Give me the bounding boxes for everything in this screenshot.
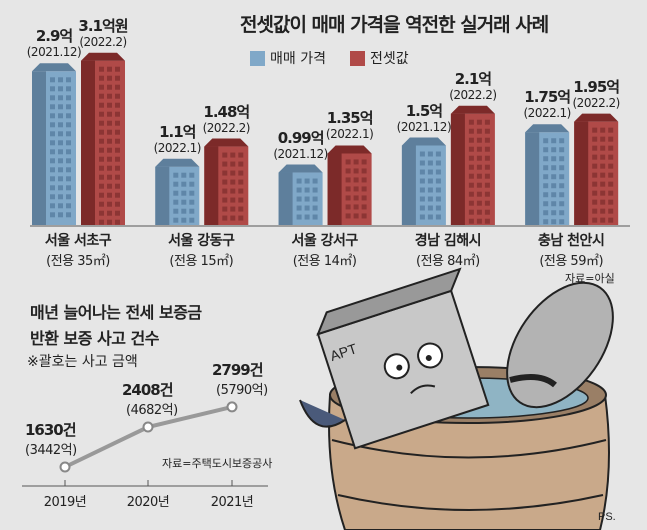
category-label: 서울 강동구	[168, 233, 235, 249]
bar-date-label: (2021.12)	[26, 45, 82, 60]
bar-building-jeonse	[204, 138, 249, 225]
x-tick-label: 2019년	[43, 495, 87, 510]
bar-date-label: (2022.2)	[202, 120, 251, 135]
bar-building-sale	[525, 124, 570, 225]
apt-building-character: APT	[316, 267, 490, 450]
category-area-label: (전용 15㎡)	[169, 254, 234, 269]
signature: PS.	[598, 511, 616, 523]
data-point	[226, 401, 238, 413]
bar-date-label: (2022.1)	[325, 127, 374, 142]
category-label: 서울 강서구	[291, 233, 358, 249]
legend-jeonse: 전셋값	[350, 48, 409, 68]
category-label: 충남 천안시	[538, 233, 605, 249]
category-area-label: (전용 35㎡)	[46, 254, 110, 269]
legend-label: 매매 가격	[270, 51, 326, 67]
bar-value-label: 1.95억	[573, 77, 620, 96]
bar-date-label: (2022.2)	[79, 34, 127, 49]
bar-value-label: 2.9억	[35, 27, 73, 46]
category-label: 서울 서초구	[44, 233, 112, 249]
line-amount-label: (5790억)	[216, 382, 268, 398]
data-point	[142, 421, 154, 433]
line-chart-note: ※괄호는 사고 금액	[27, 354, 138, 370]
legend-swatch-jeonse	[350, 50, 365, 66]
line-amount-label: (3442억)	[25, 443, 77, 458]
line-value-label: 1630건	[25, 421, 77, 439]
category-area-label: (전용 59㎡)	[539, 254, 604, 269]
bar-value-label: 0.99억	[277, 128, 325, 147]
x-tick-label: 2020년	[126, 495, 170, 510]
line-value-label: 2408건	[122, 381, 174, 399]
data-point	[59, 461, 71, 473]
line-amount-label: (4682억)	[126, 403, 178, 418]
line-chart-title: 반환 보증 사고 건수	[30, 329, 159, 348]
bar-date-label: (2021.12)	[273, 146, 328, 161]
bar-building-jeonse	[450, 105, 495, 225]
bar-chart-source: 자료=아실	[565, 272, 615, 285]
line-chart-title: 매년 늘어나는 전세 보증금	[30, 303, 202, 322]
bar-value-label: 1.1억	[159, 122, 196, 141]
bar-date-label: (2022.1)	[153, 140, 202, 155]
bar-chart-title: 전셋값이 매매 가격을 역전한 실거래 사례	[240, 14, 549, 36]
bar-building-sale	[155, 158, 200, 225]
bar-building-jeonse	[327, 145, 372, 225]
category-area-label: (전용 14㎡)	[292, 254, 357, 269]
bar-building-sale	[32, 63, 76, 225]
bar-value-label: 1.75억	[524, 88, 571, 107]
bar-building-sale	[278, 164, 323, 225]
line-chart	[22, 401, 268, 487]
bar-date-label: (2022.2)	[572, 95, 621, 110]
bar-date-label: (2022.1)	[523, 106, 572, 121]
bar-date-label: (2021.12)	[396, 119, 452, 134]
barrel-illustration	[328, 281, 614, 530]
x-tick-label: 2021년	[210, 495, 254, 510]
legend-label: 전셋값	[370, 51, 409, 67]
legend-sale: 매매 가격	[250, 48, 326, 68]
bar-chart	[30, 52, 630, 227]
bar-building-jeonse	[81, 52, 125, 226]
legend-swatch-sale	[250, 50, 265, 66]
bar-building-sale	[401, 137, 446, 225]
bar-value-label: 1.5억	[405, 101, 443, 120]
bar-value-label: 2.1억	[454, 69, 492, 88]
bar-date-label: (2022.2)	[449, 87, 497, 102]
line-chart-source: 자료=주택도시보증공사	[162, 457, 273, 470]
bar-building-jeonse	[574, 113, 619, 225]
category-area-label: (전용 84㎡)	[416, 254, 480, 269]
line-value-label: 2799건	[212, 360, 264, 379]
bar-value-label: 3.1억원	[78, 16, 128, 35]
svg-text:APT: APT	[328, 340, 359, 364]
bar-value-label: 1.48억	[203, 102, 250, 121]
category-label: 경남 김해시	[414, 233, 482, 249]
bar-value-label: 1.35억	[326, 109, 374, 128]
